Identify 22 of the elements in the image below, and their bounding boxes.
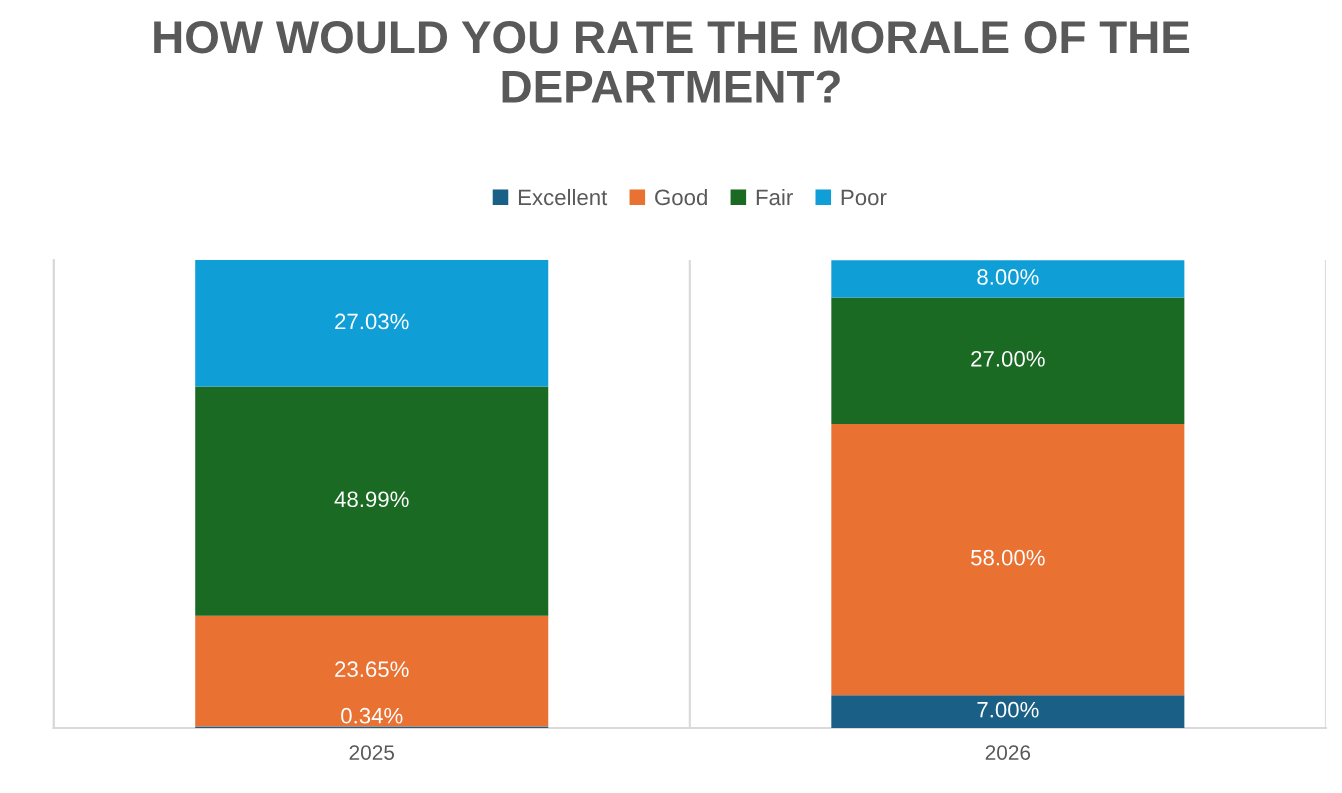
data-label: 8.00% xyxy=(977,269,1039,285)
x-tick-label: 2025 xyxy=(349,745,395,760)
bar xyxy=(195,386,549,616)
data-label: 48.99% xyxy=(334,491,409,508)
bar xyxy=(831,695,1185,728)
data-label: 27.00% xyxy=(971,350,1045,367)
legend-label: Fair xyxy=(756,188,793,206)
data-label: 58.00% xyxy=(971,549,1045,566)
data-label: 23.65% xyxy=(335,661,409,678)
x-tick-label: 2026 xyxy=(985,745,1031,760)
chart-title: HOW WOULD YOU RATE THE MORALE OF THE DEPARTMENT? xyxy=(154,21,1190,103)
bar xyxy=(195,260,549,387)
bar xyxy=(831,423,1185,696)
bar xyxy=(195,615,549,727)
legend-label: Excellent xyxy=(518,188,608,206)
legend-label: Poor xyxy=(841,189,887,206)
legend-label: Good xyxy=(655,188,707,206)
data-label: 27.03% xyxy=(335,313,409,330)
bar xyxy=(831,260,1185,298)
data-label: 0.34% xyxy=(341,707,403,724)
bar xyxy=(831,297,1185,424)
data-label: 7.00% xyxy=(977,701,1039,718)
